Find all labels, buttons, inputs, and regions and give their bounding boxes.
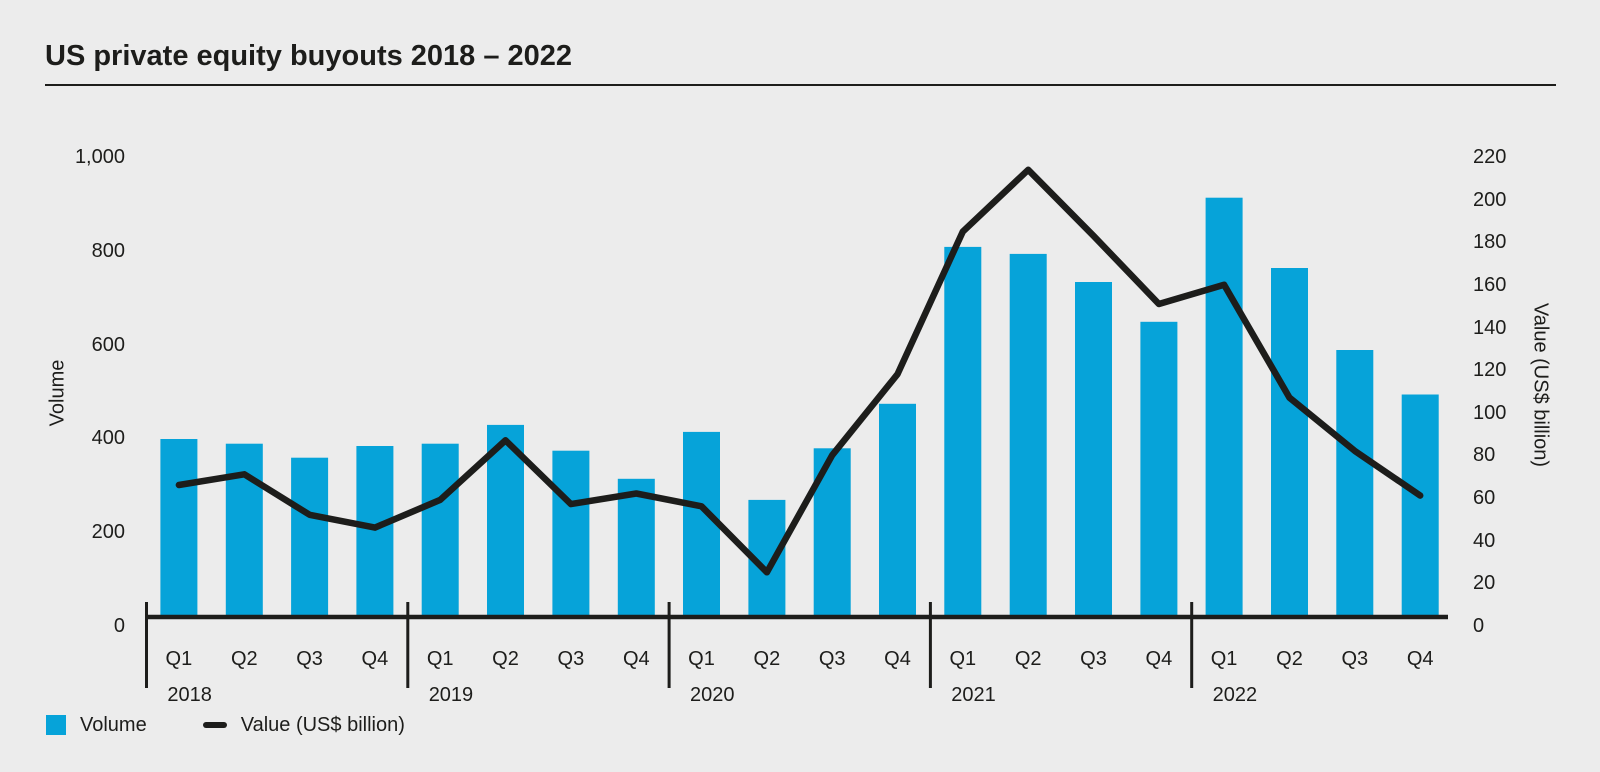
quarter-label-q1-2020: Q1 bbox=[688, 648, 715, 670]
bar-q2-2022 bbox=[1271, 268, 1308, 617]
quarter-label-q4-2022: Q4 bbox=[1406, 648, 1434, 670]
value-line-icon bbox=[202, 722, 227, 728]
right-axis-tick: 60 bbox=[1473, 486, 1496, 509]
bar-q3-2021 bbox=[1075, 282, 1112, 617]
quarter-label-q4-2021: Q4 bbox=[1145, 648, 1173, 670]
bar-q4-2018 bbox=[356, 446, 394, 617]
left-axis-tick: 0 bbox=[113, 614, 125, 637]
bar-q2-2018 bbox=[225, 443, 263, 617]
bar-q1-2019 bbox=[421, 443, 459, 617]
quarter-label-q4-2018: Q4 bbox=[361, 648, 389, 670]
left-axis-tick: 800 bbox=[91, 239, 125, 262]
quarter-label-q2-2018: Q2 bbox=[230, 648, 258, 670]
right-axis-tick: 200 bbox=[1473, 188, 1507, 211]
right-axis-tick: 140 bbox=[1473, 316, 1507, 339]
quarter-label-q1-2018: Q1 bbox=[165, 648, 193, 670]
legend-volume-label: Volume bbox=[80, 713, 147, 736]
quarter-label-q3-2021: Q3 bbox=[1080, 648, 1107, 670]
quarter-label-q3-2018: Q3 bbox=[296, 648, 323, 670]
right-axis-title: Value (US$ billion) bbox=[1529, 302, 1552, 468]
right-axis-tick: 120 bbox=[1473, 359, 1507, 382]
right-axis-tick: 180 bbox=[1473, 231, 1507, 254]
bar-q4-2021 bbox=[1140, 321, 1178, 617]
quarter-label-q4-2020: Q4 bbox=[884, 648, 911, 670]
left-axis-tick: 600 bbox=[91, 333, 125, 356]
legend-value-label: Value (US$ billion) bbox=[240, 713, 405, 736]
left-axis-title: Volume bbox=[46, 359, 69, 427]
bar-q4-2022 bbox=[1401, 394, 1439, 617]
right-axis-tick: 0 bbox=[1473, 614, 1485, 637]
bar-q3-2022 bbox=[1336, 350, 1374, 617]
quarter-label-q1-2019: Q1 bbox=[426, 648, 454, 670]
bar-q1-2021 bbox=[944, 246, 982, 617]
page-title: US private equity buyouts 2018 – 2022 bbox=[45, 40, 573, 72]
quarter-label-q2-2019: Q2 bbox=[492, 648, 519, 670]
bar-q1-2022 bbox=[1205, 197, 1243, 617]
bar-q4-2020 bbox=[879, 403, 916, 617]
quarter-label-q1-2021: Q1 bbox=[949, 648, 977, 670]
quarter-label-q2-2021: Q2 bbox=[1014, 648, 1042, 670]
year-label-2018: 2018 bbox=[167, 684, 212, 706]
quarter-label-q3-2020: Q3 bbox=[818, 648, 846, 670]
chart-legend: Volume Value (US$ billion) bbox=[46, 713, 405, 737]
year-label-2020: 2020 bbox=[690, 684, 735, 706]
bar-q2-2021 bbox=[1009, 253, 1047, 617]
right-axis-tick: 100 bbox=[1473, 401, 1507, 424]
quarter-label-q4-2019: Q4 bbox=[622, 648, 650, 670]
left-axis-tick: 1,000 bbox=[74, 146, 125, 169]
bar-q4-2019 bbox=[617, 478, 655, 617]
year-label-2022: 2022 bbox=[1212, 684, 1258, 706]
left-axis-tick: 400 bbox=[91, 427, 125, 450]
bar-q3-2018 bbox=[291, 457, 329, 617]
bar-q2-2019 bbox=[487, 424, 524, 617]
right-axis-tick: 160 bbox=[1473, 274, 1507, 296]
value-line bbox=[175, 166, 1424, 576]
title-rule bbox=[45, 84, 1556, 86]
right-axis-tick: 20 bbox=[1473, 572, 1496, 595]
quarter-label-q3-2022: Q3 bbox=[1341, 648, 1369, 670]
year-label-2021: 2021 bbox=[951, 684, 996, 706]
quarter-label-q1-2022: Q1 bbox=[1210, 648, 1238, 670]
quarter-label-q2-2022: Q2 bbox=[1276, 648, 1303, 670]
bar-q3-2019 bbox=[552, 450, 590, 617]
year-label-2019: 2019 bbox=[428, 684, 474, 706]
bar-q1-2020 bbox=[683, 431, 720, 617]
volume-swatch-icon bbox=[46, 715, 66, 735]
quarter-label-q2-2020: Q2 bbox=[753, 648, 781, 670]
right-axis-tick: 220 bbox=[1473, 146, 1507, 169]
right-axis-tick: 80 bbox=[1473, 444, 1496, 467]
right-axis-tick: 40 bbox=[1473, 529, 1496, 552]
bar-q1-2018 bbox=[160, 439, 198, 617]
left-axis-tick: 200 bbox=[91, 521, 125, 543]
quarter-label-q3-2019: Q3 bbox=[557, 648, 585, 670]
